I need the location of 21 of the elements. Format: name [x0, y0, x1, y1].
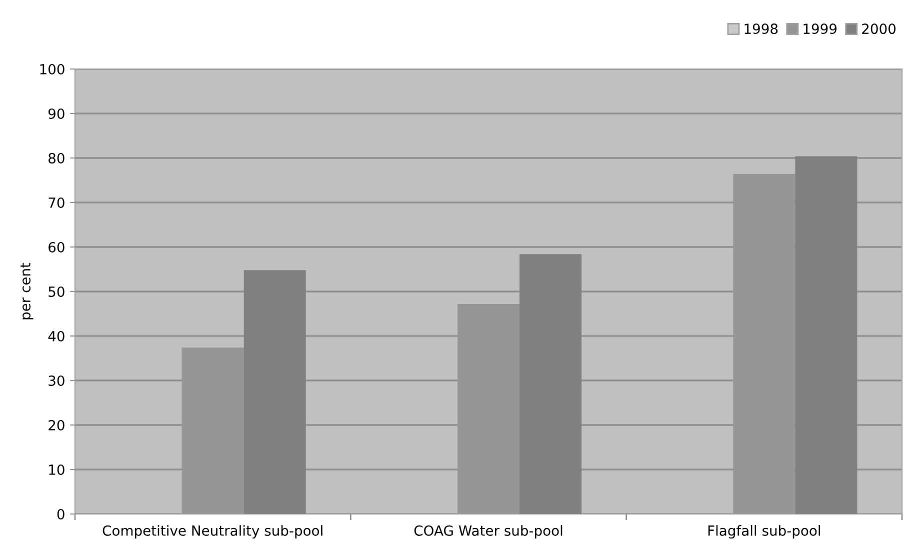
y-tick-label: 30 [48, 375, 64, 386]
y-tick-label: 90 [48, 108, 64, 119]
y-tick-label: 50 [48, 286, 64, 297]
y-tick-label: 10 [49, 464, 64, 475]
legend-label: 2000 [862, 24, 896, 34]
bar [795, 156, 858, 514]
y-tick-label: 40 [48, 330, 64, 342]
legend-label: 1999 [804, 24, 837, 34]
y-tick-label: 70 [48, 197, 64, 208]
y-tick-label: 100 [40, 64, 64, 74]
y-tick-label: 20 [48, 420, 64, 430]
y-tick-label: 0 [57, 508, 64, 520]
bar [520, 254, 582, 514]
x-tick-label: Flagfall sub-pool [708, 525, 820, 539]
y-tick-label: 60 [48, 242, 64, 252]
y-tick-label: 80 [48, 152, 64, 164]
x-tick-label: Competitive Neutrality sub-pool [102, 525, 322, 539]
legend-label: 1998 [744, 24, 778, 34]
y-axis-title: per cent [20, 262, 34, 320]
x-tick-label: COAG Water sub-pool [414, 525, 562, 539]
bar [244, 270, 306, 514]
